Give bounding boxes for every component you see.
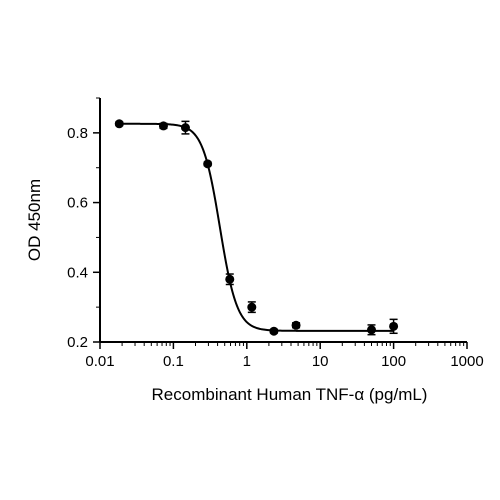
- data-point: [114, 119, 124, 129]
- y-axis-ticks: 0.2 0.4 0.6 0.8: [67, 97, 100, 351]
- y-axis-title: OD 450nm: [25, 179, 44, 261]
- x-tick-label: 10: [312, 353, 329, 370]
- x-tick-label: 1: [243, 353, 251, 370]
- x-tick-label: 0.01: [85, 353, 114, 370]
- data-points: [114, 119, 399, 336]
- fit-curve: [118, 122, 394, 332]
- y-tick-label: 0.8: [67, 125, 88, 142]
- data-point: [203, 159, 213, 169]
- data-point: [367, 325, 377, 335]
- data-point: [180, 123, 190, 133]
- x-tick-label: 1000: [450, 353, 483, 370]
- x-axis-title: Recombinant Human TNF-α (pg/mL): [152, 385, 428, 404]
- y-tick-label: 0.6: [67, 195, 88, 212]
- x-tick-label: 0.1: [163, 353, 184, 370]
- data-point: [247, 302, 257, 312]
- y-tick-label: 0.2: [67, 334, 88, 351]
- x-tick-label: 100: [381, 353, 406, 370]
- data-point: [158, 121, 168, 131]
- x-axis-ticks: 0.01 0.1 1 10 100 1000: [85, 342, 484, 370]
- axes: [99, 98, 467, 343]
- data-point: [225, 274, 235, 284]
- y-tick-label: 0.4: [67, 264, 88, 281]
- data-point: [389, 321, 399, 331]
- data-point: [291, 320, 301, 330]
- data-point: [269, 326, 279, 336]
